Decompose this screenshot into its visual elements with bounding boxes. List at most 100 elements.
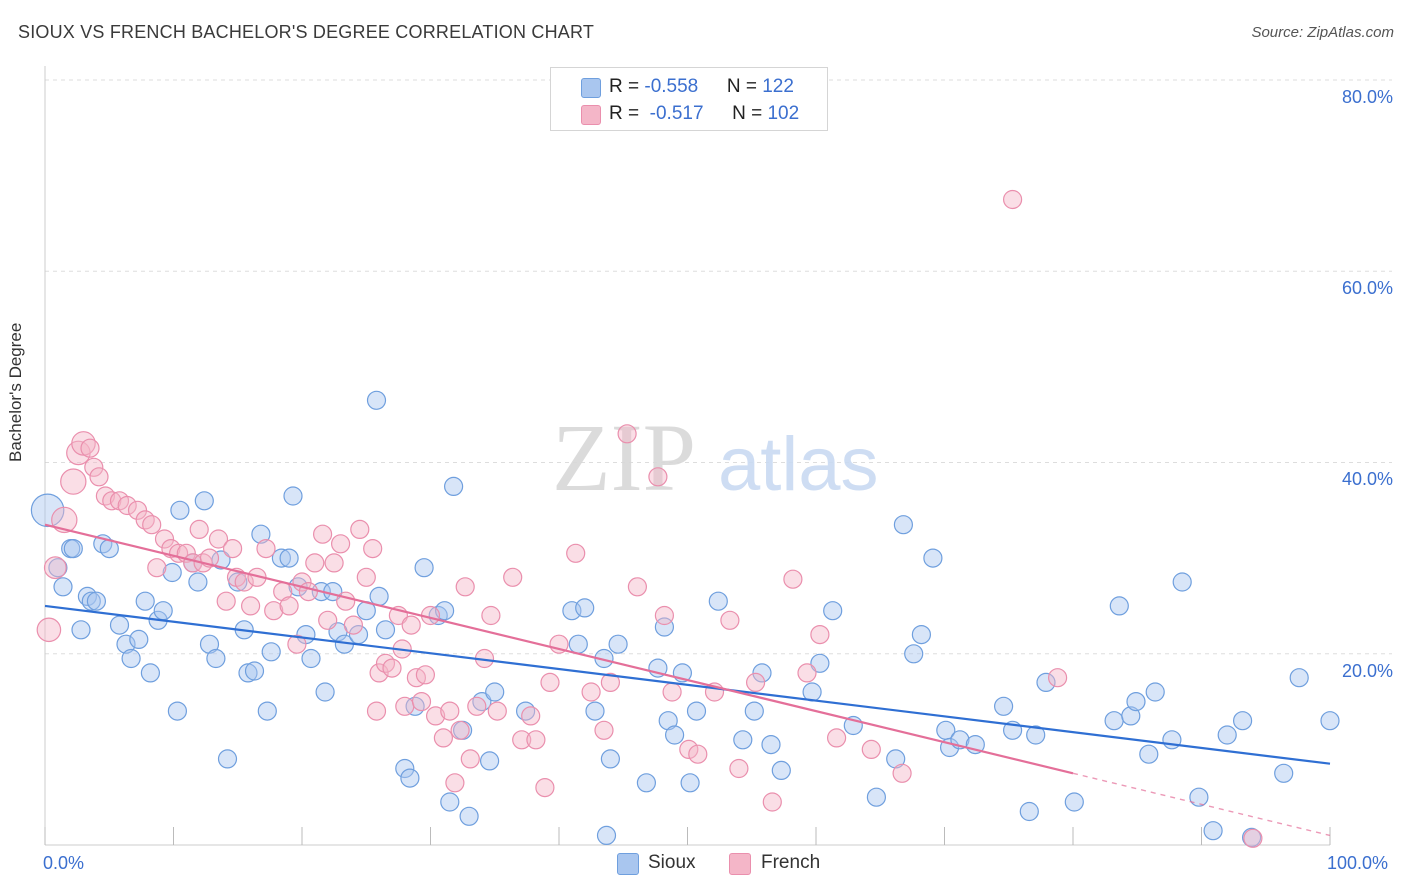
french-point	[382, 658, 402, 678]
sioux-point	[568, 634, 588, 654]
french-point	[350, 519, 370, 540]
french-point	[729, 758, 749, 779]
sioux-point	[1104, 711, 1124, 731]
y-tick-label: 60.0%	[1341, 278, 1393, 298]
sioux-point	[301, 648, 321, 669]
sioux-point	[1036, 672, 1056, 693]
sioux-point	[1232, 711, 1253, 731]
sioux-point	[251, 524, 271, 544]
sioux-point	[608, 634, 628, 654]
french-point	[600, 672, 621, 693]
french-point	[1002, 189, 1023, 210]
sioux-point	[761, 734, 781, 755]
french-point	[783, 569, 803, 589]
french-point	[503, 567, 523, 587]
french-point	[216, 591, 236, 611]
sioux-point	[993, 696, 1014, 716]
sioux-point	[375, 620, 396, 640]
sioux-point	[680, 773, 700, 793]
french-point	[287, 634, 307, 654]
french-point	[745, 672, 766, 693]
french-point	[318, 610, 338, 630]
y-axis-label: Bachelor's Degree	[6, 322, 25, 462]
french-point	[826, 728, 847, 748]
french-r-label: R =	[609, 103, 645, 124]
sioux-point	[279, 548, 299, 568]
sioux-point	[1019, 801, 1039, 822]
french-point	[720, 610, 740, 630]
sioux-point	[1274, 763, 1294, 783]
sioux-point	[600, 749, 621, 769]
french-point	[401, 615, 421, 635]
french-point	[512, 730, 532, 750]
sioux-point	[153, 601, 173, 621]
sioux-point	[48, 558, 68, 578]
sioux-point	[1109, 596, 1129, 616]
sioux-point	[1139, 744, 1159, 764]
sioux-point	[886, 749, 906, 769]
sioux-point	[444, 476, 464, 496]
french-point	[366, 701, 387, 721]
sioux-point	[369, 586, 389, 607]
french-point	[189, 519, 209, 540]
sioux-point	[271, 548, 291, 568]
french-trend-extension	[1072, 772, 1331, 837]
sioux-point	[395, 758, 415, 779]
french-point	[154, 529, 175, 549]
french-point	[654, 605, 675, 626]
french-point	[208, 529, 229, 549]
french-point	[540, 672, 560, 693]
sioux-point	[217, 749, 238, 769]
french-point	[487, 701, 507, 721]
sioux-bottom-label: Sioux	[648, 852, 696, 873]
sioux-bottom-swatch	[617, 853, 639, 875]
sioux-point	[904, 644, 924, 664]
french-point	[627, 577, 648, 597]
french-point	[395, 696, 415, 716]
sioux-point	[135, 591, 155, 611]
sioux-point	[121, 648, 141, 669]
sioux-point	[167, 701, 187, 721]
sioux-point	[636, 773, 657, 793]
french-point	[305, 553, 325, 573]
sioux-point	[1189, 787, 1209, 807]
sioux-point	[658, 711, 678, 731]
french-point	[324, 553, 344, 573]
french-point	[450, 720, 470, 740]
french-point	[662, 682, 682, 702]
source-credit: Source: ZipAtlas.com	[1251, 24, 1394, 41]
sioux-swatch	[581, 78, 601, 98]
french-point	[581, 682, 601, 702]
sioux-point	[194, 491, 214, 511]
french-point	[313, 524, 333, 544]
french-point	[455, 577, 475, 597]
french-point	[127, 500, 148, 520]
french-point	[84, 457, 104, 477]
french-point	[279, 596, 299, 616]
french-point	[343, 615, 363, 635]
french-point	[426, 706, 446, 726]
sioux-point	[440, 792, 460, 812]
watermark-zip: ZIP	[552, 404, 696, 511]
sioux-point	[414, 558, 434, 578]
sioux-point	[654, 617, 675, 637]
sioux-point	[199, 634, 220, 654]
sioux-point	[261, 642, 281, 662]
french-point	[445, 773, 465, 793]
french-point	[241, 596, 261, 616]
sioux-n-label: N =	[726, 76, 763, 97]
sioux-point	[1289, 668, 1309, 688]
french-point	[535, 777, 555, 798]
sioux-point	[1064, 792, 1084, 812]
sioux-point	[752, 663, 772, 683]
trend-lines	[44, 523, 1331, 837]
sioux-point	[170, 500, 190, 520]
sioux-point	[71, 620, 91, 640]
sioux-point	[708, 591, 728, 611]
sioux-point	[109, 615, 130, 635]
axes	[44, 66, 1331, 846]
french-point	[147, 558, 167, 578]
y-tick-label: 80.0%	[1341, 87, 1393, 107]
x-tick-label: 100.0%	[1327, 853, 1389, 873]
